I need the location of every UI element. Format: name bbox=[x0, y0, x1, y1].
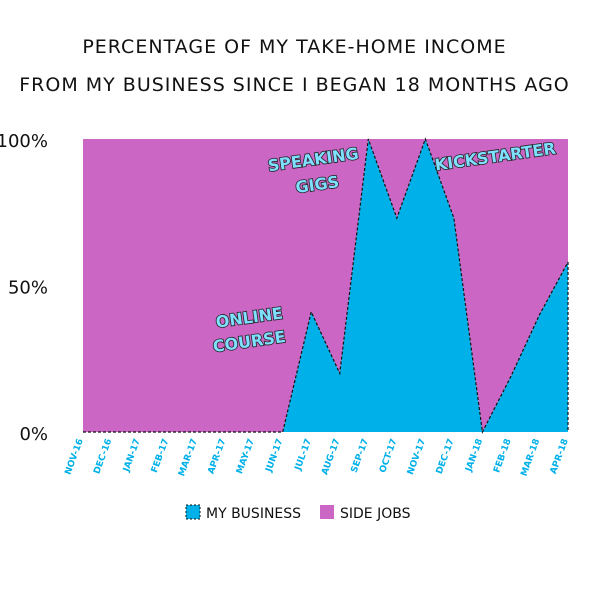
x-tick-label: DEC-17 bbox=[435, 438, 457, 476]
x-tick-label: JUN-17 bbox=[264, 438, 286, 475]
x-tick-label: MAR-17 bbox=[177, 438, 200, 478]
x-tick-label: MAR-18 bbox=[520, 438, 543, 478]
x-tick-label: FEB-18 bbox=[492, 438, 514, 475]
x-tick-label: SEP-17 bbox=[350, 438, 371, 475]
y-tick-label: 100% bbox=[0, 131, 48, 152]
series-line-my-business bbox=[83, 137, 569, 434]
series-area-my-business bbox=[83, 139, 568, 432]
x-tick-label: APR-17 bbox=[206, 438, 228, 476]
chart-title-line-2: FROM MY BUSINESS SINCE I BEGAN 18 MONTHS… bbox=[19, 74, 570, 96]
x-tick-label: JAN-18 bbox=[464, 438, 485, 474]
legend-swatch-side-jobs bbox=[320, 505, 334, 519]
x-tick-label: APR-18 bbox=[549, 438, 571, 476]
legend-label: MY BUSINESS bbox=[206, 506, 301, 522]
x-tick-label: NOV-16 bbox=[64, 438, 86, 477]
x-tick-label: JUL-17 bbox=[293, 438, 314, 473]
series-area-side-jobs bbox=[83, 139, 568, 432]
x-tick-label: JAN-17 bbox=[121, 438, 142, 474]
y-tick-label: 0% bbox=[19, 424, 48, 445]
x-tick-label: FEB-17 bbox=[150, 438, 172, 475]
x-tick-label: DEC-16 bbox=[92, 438, 114, 476]
x-tick-label: MAY-17 bbox=[235, 438, 257, 476]
legend-swatch-my-business bbox=[185, 504, 201, 520]
chart-title-line-1: PERCENTAGE OF MY TAKE-HOME INCOME bbox=[82, 36, 507, 58]
y-tick-label: 50% bbox=[8, 278, 48, 299]
legend-label: SIDE JOBS bbox=[340, 506, 411, 522]
x-tick-label: NOV-17 bbox=[406, 438, 428, 477]
x-tick-label: AUG-17 bbox=[320, 438, 342, 477]
x-tick-label: OCT-17 bbox=[378, 438, 399, 475]
